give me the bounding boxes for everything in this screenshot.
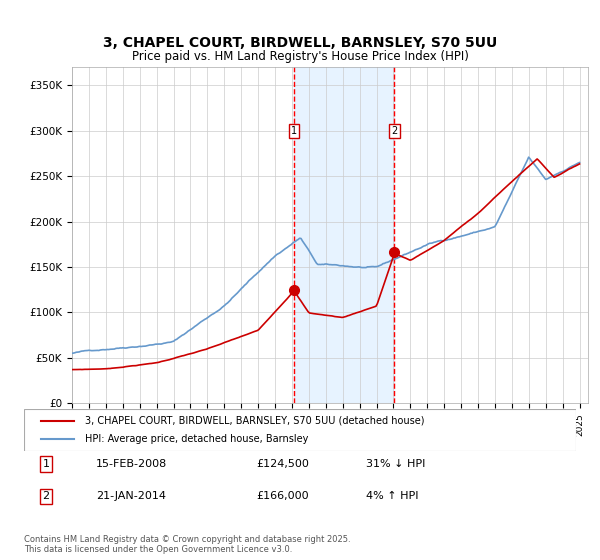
- Bar: [294, 67, 394, 403]
- Text: Price paid vs. HM Land Registry's House Price Index (HPI): Price paid vs. HM Land Registry's House …: [131, 50, 469, 63]
- Text: 3, CHAPEL COURT, BIRDWELL, BARNSLEY, S70 5UU: 3, CHAPEL COURT, BIRDWELL, BARNSLEY, S70…: [103, 36, 497, 50]
- Text: 3, CHAPEL COURT, BIRDWELL, BARNSLEY, S70 5UU (detached house): 3, CHAPEL COURT, BIRDWELL, BARNSLEY, S70…: [85, 416, 424, 426]
- Text: 1: 1: [291, 126, 297, 136]
- Text: 1: 1: [43, 459, 50, 469]
- FancyBboxPatch shape: [24, 409, 576, 451]
- Text: 31% ↓ HPI: 31% ↓ HPI: [366, 459, 425, 469]
- Text: Contains HM Land Registry data © Crown copyright and database right 2025.
This d: Contains HM Land Registry data © Crown c…: [24, 535, 350, 554]
- Text: HPI: Average price, detached house, Barnsley: HPI: Average price, detached house, Barn…: [85, 434, 308, 444]
- Text: £166,000: £166,000: [256, 491, 308, 501]
- Text: 4% ↑ HPI: 4% ↑ HPI: [366, 491, 419, 501]
- Text: 21-JAN-2014: 21-JAN-2014: [96, 491, 166, 501]
- Text: 2: 2: [391, 126, 398, 136]
- Text: 2: 2: [43, 491, 50, 501]
- Text: 15-FEB-2008: 15-FEB-2008: [96, 459, 167, 469]
- Text: £124,500: £124,500: [256, 459, 309, 469]
